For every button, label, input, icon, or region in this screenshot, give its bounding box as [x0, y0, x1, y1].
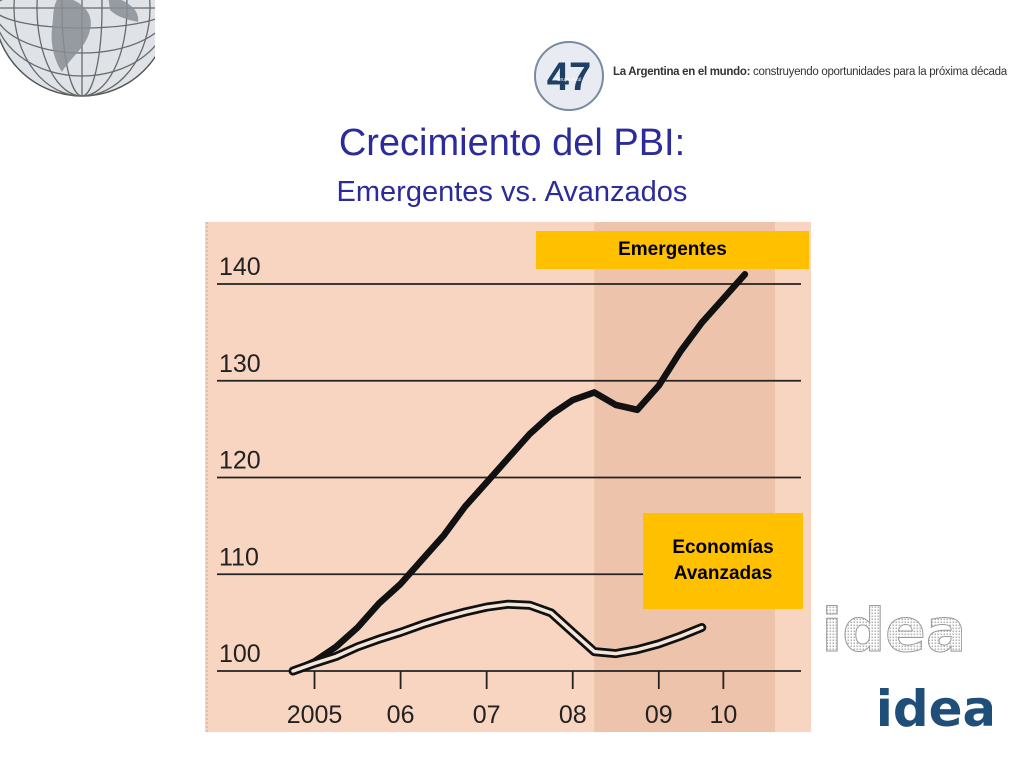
y-tick-label-120: 120 [219, 447, 261, 475]
idea-solid-text: idea [880, 686, 992, 730]
y-tick-label-140: 140 [219, 253, 261, 281]
series-line-emergentes [289, 271, 749, 675]
legend-avanzadas-line1: Economías [672, 537, 774, 558]
x-tick-label-10: 10 [709, 701, 737, 729]
series-line-avanzadas [288, 599, 707, 676]
globe-logo [0, 0, 155, 97]
y-tick-label-100: 100 [219, 640, 261, 668]
legend-avanzadas-line2: Avanzadas [673, 563, 773, 584]
x-tick-label-2005: 2005 [287, 701, 343, 729]
x-tick-label-06: 06 [387, 701, 415, 729]
brand-number: 47 [547, 55, 592, 99]
header-brand: 47 Grupo Azul La Argentina en el mundo: … [533, 40, 1007, 112]
y-tick-label-110: 110 [219, 543, 259, 571]
tagline-bold: La Argentina en el mundo: [613, 66, 751, 78]
idea-outline-logo: idea [826, 603, 962, 655]
x-tick-label-08: 08 [559, 701, 587, 729]
x-tick-label-09: 09 [645, 701, 673, 729]
y-tick-label-130: 130 [219, 350, 261, 378]
brand-small-text: Grupo Azul [557, 77, 582, 83]
x-tick-label-07: 07 [473, 701, 501, 729]
grupo-47-logo: 47 Grupo Azul [534, 41, 604, 111]
chart-svg: 100 110 120 130 140 2005 06 07 08 09 10 [205, 222, 811, 732]
gdp-growth-chart: 100 110 120 130 140 2005 06 07 08 09 10 [205, 222, 811, 732]
idea-outline-text: idea [826, 603, 962, 655]
page-title: Crecimiento del PBI: [338, 122, 686, 164]
tagline-rest: construyendo oportunidades para la próxi… [750, 66, 1007, 78]
page-subtitle: Emergentes vs. Avanzados [336, 176, 688, 208]
header-tagline: La Argentina en el mundo: construyendo o… [613, 66, 1007, 78]
idea-solid-logo: idea [880, 686, 992, 730]
legend-emergentes: Emergentes [536, 231, 809, 269]
legend-avanzadas: Economías Avanzadas [643, 513, 803, 609]
